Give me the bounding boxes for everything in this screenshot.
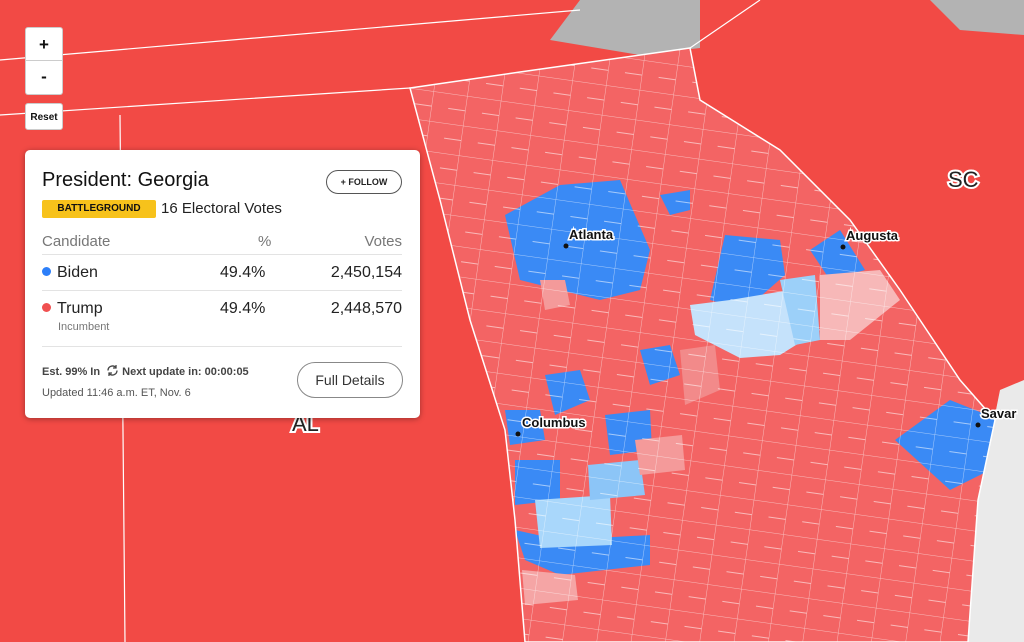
incumbent-note: Incumbent <box>58 321 110 333</box>
header: Votes <box>364 233 402 250</box>
state-border <box>0 0 761 642</box>
percent: 49.4% <box>220 300 266 317</box>
refresh-icon <box>107 365 118 376</box>
reset-button[interactable]: Reset <box>25 103 63 130</box>
gray-region <box>550 0 700 55</box>
state-label: SC <box>948 167 979 192</box>
badge: BATTLEGROUND <box>42 200 156 218</box>
header: % <box>258 233 272 250</box>
results-panel: President: Georgia + FOLLOW BATTLEGROUND… <box>25 150 420 418</box>
estimate: Est. 99% In <box>42 366 101 378</box>
candidate: Trump <box>42 300 103 318</box>
candidate: Biden <box>42 264 98 282</box>
city-dot <box>975 422 981 428</box>
panel-title: President: Georgia <box>42 169 209 191</box>
city-label: Columbus <box>522 415 586 430</box>
city-dot <box>840 244 846 250</box>
ocean <box>968 380 1024 642</box>
electoral-votes: 16 Electoral Votes <box>161 200 282 217</box>
candidate-name: Biden <box>57 264 98 281</box>
header: Candidate <box>42 233 111 250</box>
status: Est. 99% In Next update in: 00:00:05 <box>42 364 249 378</box>
city-label: Atlanta <box>569 227 614 242</box>
gray-region <box>930 0 1024 35</box>
next-update: Next update in: 00:00:05 <box>122 366 249 378</box>
state-outline <box>409 47 996 642</box>
percent: 49.4% <box>220 264 266 281</box>
follow-button[interactable]: + FOLLOW <box>326 170 402 194</box>
city-label: Savar <box>981 406 1016 421</box>
city-label: Augusta <box>846 228 899 243</box>
zoom-out[interactable]: - <box>25 61 63 95</box>
full-details-button[interactable]: Full Details <box>297 362 403 398</box>
votes: 2,448,570 <box>330 300 402 317</box>
updated: Updated 11:46 a.m. ET, Nov. 6 <box>42 387 191 399</box>
city-dot <box>563 243 569 249</box>
candidate-name: Trump <box>57 300 103 317</box>
votes: 2,450,154 <box>330 264 402 281</box>
georgia <box>410 48 995 642</box>
zoom-in[interactable]: + <box>25 27 63 61</box>
city-dot <box>515 431 521 437</box>
